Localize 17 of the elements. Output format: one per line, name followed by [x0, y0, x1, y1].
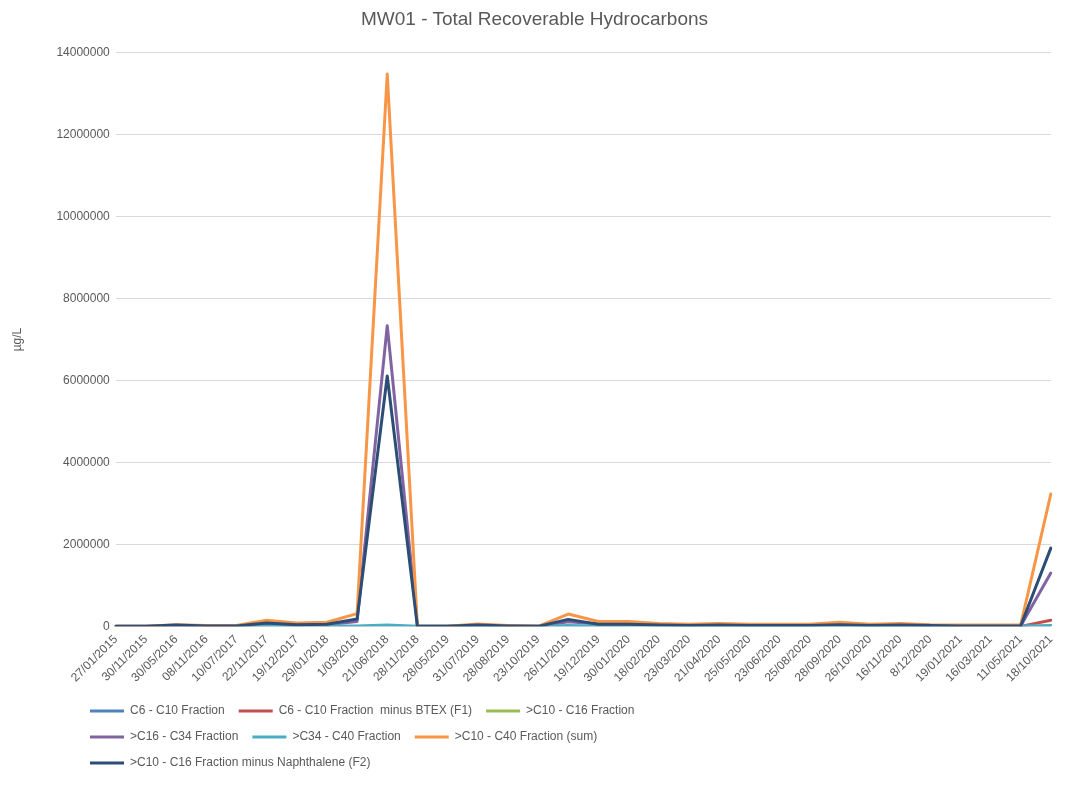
- y-tick-label: 12000000: [56, 127, 111, 142]
- legend-label: C6 - C10 Fraction: [130, 703, 225, 718]
- y-tick-label: 6000000: [63, 372, 111, 387]
- legend-label: >C10 - C16 Fraction minus Naphthalene (F2): [130, 755, 371, 770]
- legend-label: >C34 - C40 Fraction: [292, 729, 401, 744]
- y-tick-label: 0: [103, 618, 111, 633]
- y-tick-label: 8000000: [63, 290, 111, 305]
- chart-title: MW01 - Total Recoverable Hydrocarbons: [360, 7, 709, 29]
- legend-label: >C16 - C34 Fraction: [130, 729, 239, 744]
- y-tick-label: 10000000: [56, 208, 111, 223]
- legend-label: >C10 - C16 Fraction: [526, 703, 635, 718]
- y-tick-label: 14000000: [56, 45, 111, 60]
- legend-label: >C10 - C40 Fraction (sum): [454, 729, 598, 744]
- y-tick-label: 4000000: [63, 454, 111, 469]
- legend-label: C6 - C10 Fraction minus BTEX (F1): [278, 703, 473, 718]
- y-axis-title: µg/L: [9, 327, 24, 352]
- y-tick-label: 2000000: [63, 536, 111, 551]
